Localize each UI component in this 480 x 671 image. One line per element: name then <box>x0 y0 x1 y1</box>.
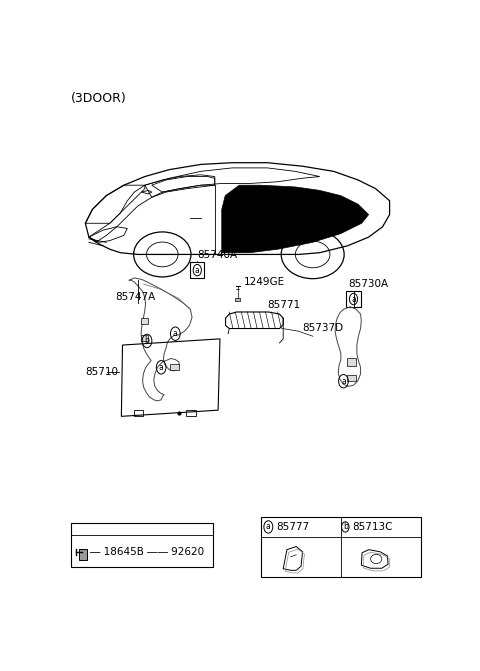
Bar <box>133 409 144 416</box>
Bar <box>71 523 213 567</box>
Bar <box>186 409 196 416</box>
Bar <box>170 364 179 370</box>
Text: 85737D: 85737D <box>302 323 343 333</box>
Text: b: b <box>144 336 149 346</box>
Bar <box>347 358 356 366</box>
Text: 85771: 85771 <box>267 301 300 311</box>
Text: 85713C: 85713C <box>352 522 393 532</box>
Text: 85730A: 85730A <box>348 279 388 289</box>
Text: 85710: 85710 <box>85 368 118 378</box>
Text: 85740A: 85740A <box>198 250 238 260</box>
Text: a: a <box>341 376 346 386</box>
Bar <box>347 375 356 381</box>
Text: b: b <box>343 523 348 531</box>
Text: a: a <box>195 266 200 274</box>
Bar <box>261 517 421 576</box>
Bar <box>79 549 87 560</box>
Text: a: a <box>159 363 164 372</box>
Text: a: a <box>351 295 356 303</box>
Text: a: a <box>266 523 271 531</box>
Bar <box>141 318 148 324</box>
Text: 85747A: 85747A <box>115 292 156 302</box>
Bar <box>141 335 148 341</box>
Text: ― 18645B ―― 92620: ― 18645B ―― 92620 <box>90 547 204 557</box>
Text: a: a <box>173 329 178 338</box>
Polygon shape <box>222 185 369 253</box>
Bar <box>190 262 204 278</box>
Polygon shape <box>235 298 240 301</box>
Text: 1249GE: 1249GE <box>244 277 285 287</box>
Bar <box>347 291 360 307</box>
Text: 85777: 85777 <box>276 522 310 532</box>
Text: (3DOOR): (3DOOR) <box>71 92 127 105</box>
